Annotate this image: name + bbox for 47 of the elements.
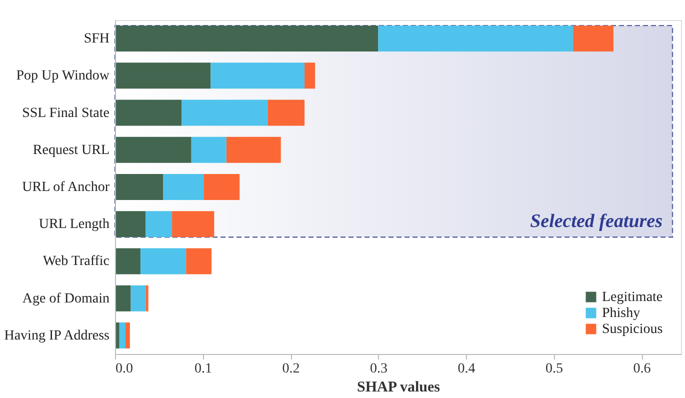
x-tick-label: 0.6 [633, 362, 651, 376]
bar [115, 26, 378, 52]
x-tick-label: 0.1 [194, 362, 212, 376]
bar [115, 211, 146, 238]
bar [163, 174, 204, 200]
bar [210, 62, 305, 89]
x-tick-label: 0.4 [458, 362, 476, 376]
bar [204, 174, 240, 200]
y-tick-label: SSL Final State [22, 106, 110, 121]
x-tick-label: 0.0 [116, 362, 133, 376]
y-tick-label: URL Length [38, 217, 110, 232]
x-axis-title: SHAP values [357, 380, 440, 396]
legend-label: Legitimate [602, 290, 663, 305]
bar [115, 248, 140, 274]
bar [115, 174, 164, 200]
y-tick-label: Pop Up Window [16, 68, 110, 84]
y-tick-label: URL of Anchor [22, 180, 110, 195]
bar [191, 136, 226, 163]
x-tick-label: 0.2 [282, 362, 300, 376]
x-tick-label: 0.3 [370, 362, 388, 376]
bar [146, 211, 172, 238]
bar [115, 285, 131, 312]
y-tick-label: Having IP Address [4, 328, 110, 344]
x-tick-label: 0.5 [546, 362, 564, 376]
y-tick-label: SFH [84, 32, 110, 47]
bar [115, 62, 211, 89]
bar [146, 285, 148, 312]
bar [119, 322, 126, 348]
bar [378, 26, 574, 52]
bar [140, 248, 186, 274]
band-label: Selected features [530, 211, 663, 232]
bar [115, 136, 192, 163]
legend-label: Suspicious [602, 322, 663, 337]
bar [573, 26, 614, 52]
bar [172, 211, 214, 238]
bar [186, 248, 212, 274]
bar [268, 100, 305, 126]
bar [304, 62, 316, 89]
bar [182, 100, 268, 126]
bar [115, 100, 182, 126]
bar [126, 322, 130, 348]
y-tick-label: Web Traffic [42, 254, 110, 270]
y-tick-label: Age of Domain [22, 291, 110, 306]
bar [130, 285, 146, 312]
bar [226, 136, 281, 163]
y-tick-label: Request URL [32, 142, 110, 158]
legend-label: Phishy [602, 306, 640, 321]
